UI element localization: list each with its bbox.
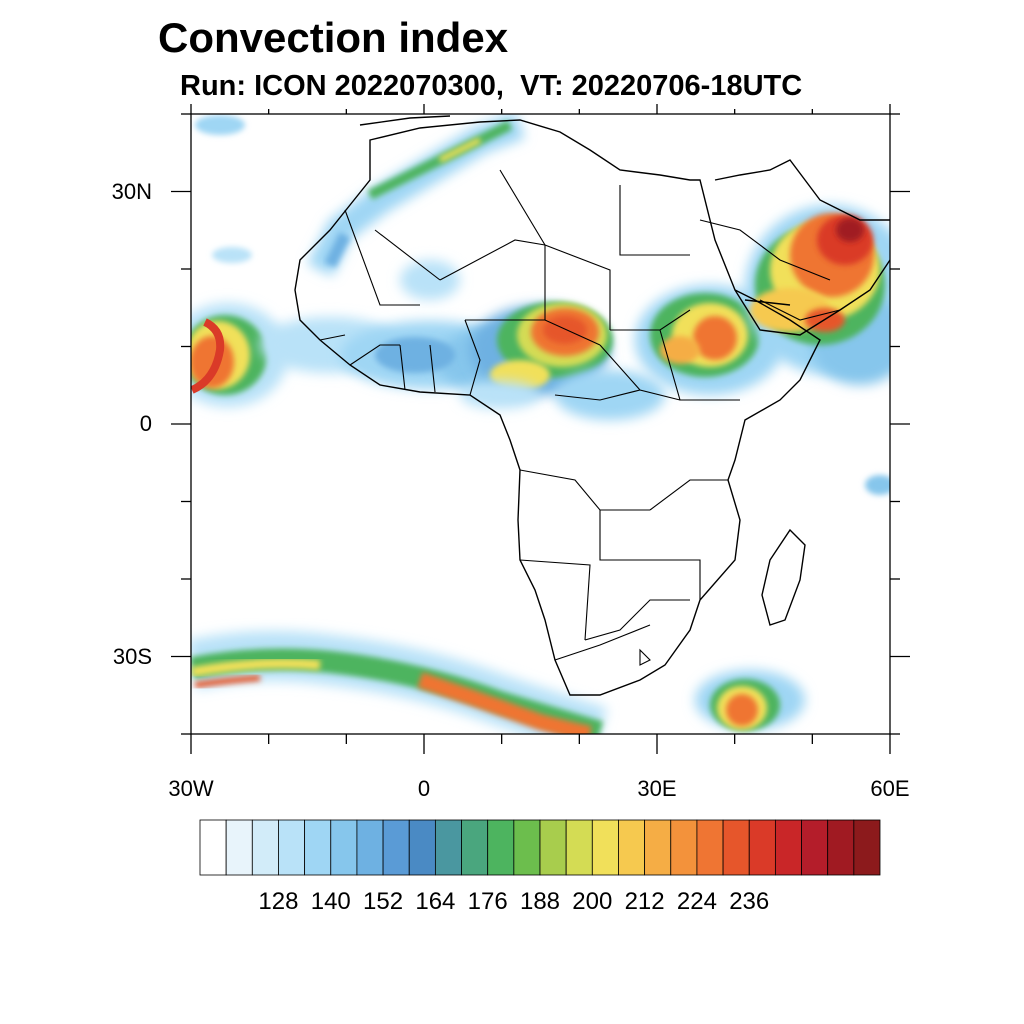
madagascar bbox=[761, 528, 806, 626]
mediterranean-north bbox=[359, 115, 451, 126]
colorbar-swatch bbox=[539, 819, 567, 876]
y-tick-label: 30N bbox=[111, 178, 152, 204]
colorbar-label: 188 bbox=[519, 888, 561, 915]
colorbar-swatch bbox=[225, 819, 253, 876]
colorbar-swatch bbox=[591, 819, 619, 876]
colorbar-label: 212 bbox=[624, 888, 665, 915]
colorbar-swatch bbox=[670, 819, 698, 876]
colorbar-swatch bbox=[748, 819, 776, 876]
y-tick-label: 0 bbox=[139, 411, 152, 436]
field-sahel-band bbox=[260, 302, 665, 420]
field-southern-ocean bbox=[191, 631, 608, 734]
colorbar-label: 128 bbox=[258, 888, 299, 915]
colorbar-label: 140 bbox=[310, 888, 351, 915]
chart-title: Convection index bbox=[158, 14, 509, 61]
colorbar-swatch bbox=[644, 819, 672, 876]
colorbar-swatch bbox=[251, 819, 279, 876]
field-atlantic-cyclone bbox=[191, 303, 288, 407]
colorbar-swatch bbox=[199, 819, 227, 876]
colorbar-swatch bbox=[801, 819, 829, 876]
x-tick-label: 30E bbox=[637, 776, 677, 801]
field-atlas bbox=[195, 114, 525, 300]
x-tick-label: 60E bbox=[870, 776, 910, 801]
colorbar-swatch bbox=[356, 819, 384, 876]
y-tick-label: 30S bbox=[112, 643, 152, 669]
colorbar-swatch bbox=[382, 819, 410, 876]
colorbar-swatch bbox=[461, 819, 489, 876]
colorbar-label: 236 bbox=[729, 888, 770, 915]
x-tick-label: 30W bbox=[168, 776, 214, 801]
country-borders bbox=[319, 169, 841, 666]
colorbar-swatch bbox=[408, 819, 436, 876]
colorbar-swatch bbox=[774, 819, 802, 876]
colorbar-swatch bbox=[330, 819, 358, 876]
colorbar-swatch bbox=[513, 819, 541, 876]
chart-subtitle: Run: ICON 2022070300, VT: 20220706-18UTC bbox=[180, 70, 803, 102]
arabia-south-coast bbox=[734, 259, 890, 336]
colorbar-swatch bbox=[565, 819, 593, 876]
arabia-coastline bbox=[714, 159, 890, 221]
colorbar-swatch bbox=[487, 819, 515, 876]
colorbar-swatch bbox=[434, 819, 462, 876]
colorbar-swatch bbox=[722, 819, 750, 876]
coastlines bbox=[294, 115, 890, 696]
colorbar-swatch bbox=[827, 819, 855, 876]
tick-marks bbox=[171, 104, 910, 754]
x-tick-label: 0 bbox=[417, 776, 431, 801]
colorbar-swatch bbox=[278, 819, 306, 876]
colorbar-label: 200 bbox=[572, 888, 613, 915]
colorbar-label: 224 bbox=[676, 888, 717, 915]
convection-field bbox=[191, 114, 890, 734]
field-ethiopia bbox=[635, 285, 785, 395]
gulf-of-aden bbox=[744, 299, 791, 306]
colorbar-label: 164 bbox=[415, 888, 456, 915]
colorbar-swatch bbox=[696, 819, 724, 876]
africa-coastline bbox=[294, 119, 821, 696]
field-arabia bbox=[745, 205, 890, 385]
colorbar-label: 152 bbox=[363, 888, 404, 915]
colorbar bbox=[199, 819, 881, 876]
colorbar-swatch bbox=[304, 819, 332, 876]
field-south-indian bbox=[695, 475, 890, 731]
colorbar-swatch bbox=[618, 819, 646, 876]
colorbar-label: 176 bbox=[467, 888, 508, 915]
colorbar-swatch bbox=[853, 819, 881, 876]
